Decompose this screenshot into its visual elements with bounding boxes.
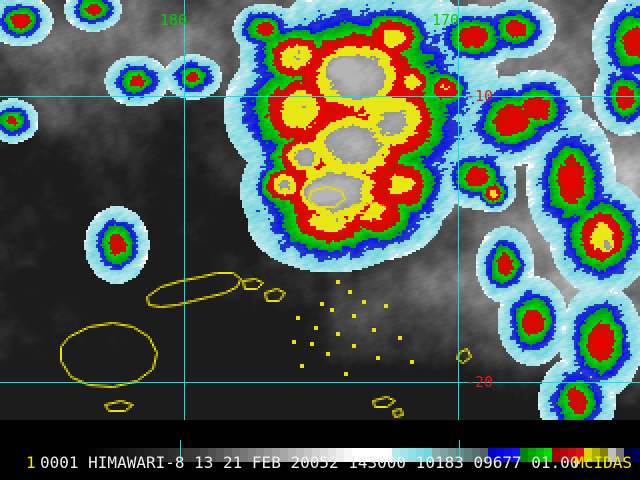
gridline-parallel-minus20 [0, 382, 640, 383]
info-text: 0001 HIMAWARI-8 13 21 FEB 20052 143000 1… [40, 453, 580, 472]
enhancement-colorbar[interactable] [0, 448, 640, 462]
colorbar-tick-1 [459, 440, 460, 462]
grid-label-meridian-180: 180 [160, 11, 188, 29]
grid-label-meridian-170: 170 [432, 11, 460, 29]
gridline-parallel-minus10 [0, 96, 640, 97]
mcidas-brand-label: McIDAS [574, 453, 632, 472]
grid-label-parallel-minus10: -10 [466, 87, 494, 105]
grid-label-parallel-minus20: -20 [466, 373, 494, 391]
colorbar-gradient [0, 448, 640, 462]
frame-number-label: 1 [26, 453, 36, 472]
gridline-meridian-170 [458, 0, 459, 480]
colorbar-tick-0 [180, 440, 181, 462]
image-info-line: 0001 HIMAWARI-8 13 21 FEB 20052 143000 1… [0, 452, 640, 474]
satellite-raster [0, 0, 640, 420]
gridline-meridian-180 [184, 0, 185, 480]
satellite-image-panel[interactable] [0, 0, 640, 420]
bottom-info-strip [0, 420, 640, 480]
